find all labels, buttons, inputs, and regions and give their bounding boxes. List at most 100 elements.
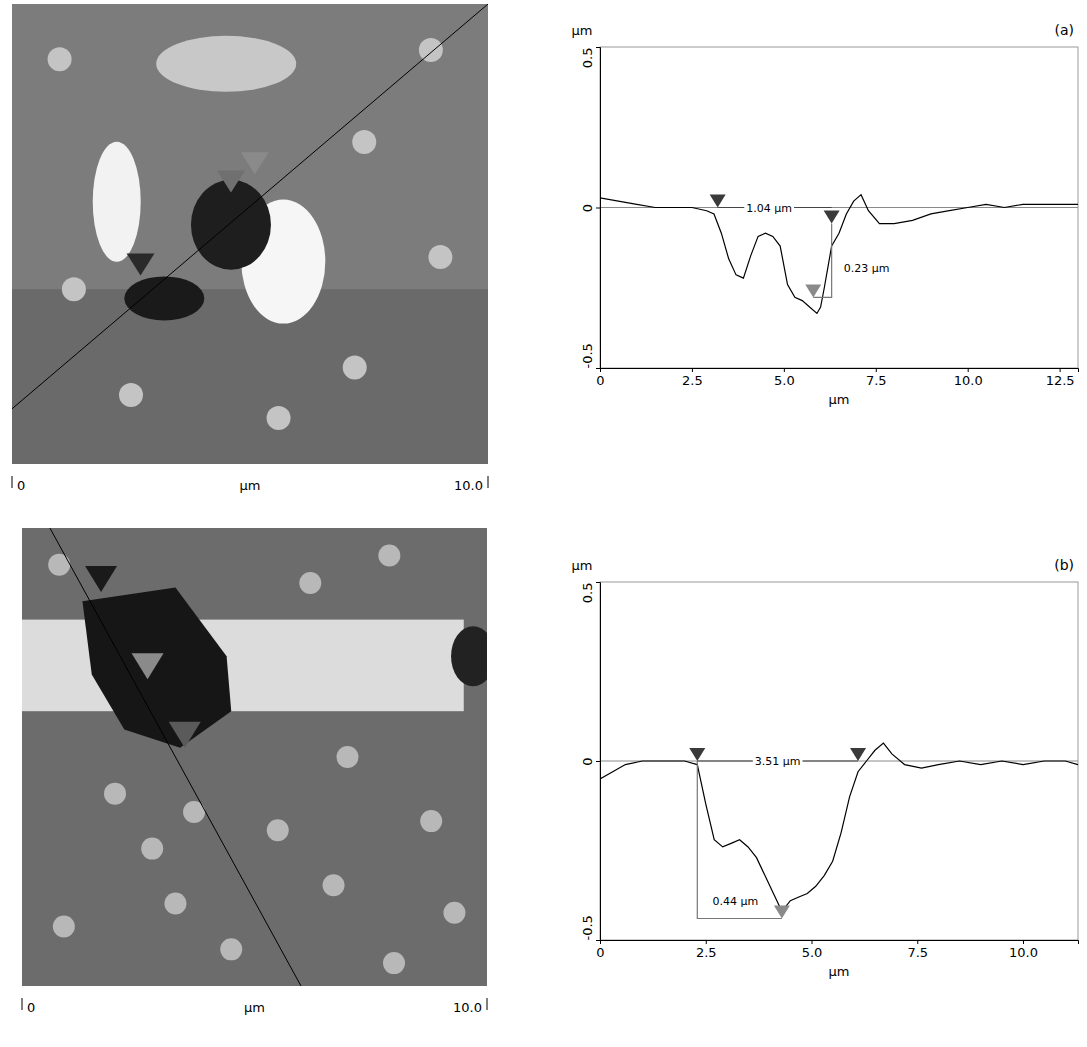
tick-label: -0.5 <box>580 343 595 368</box>
image-feature <box>343 355 367 379</box>
tick: 7.5 <box>907 940 928 960</box>
image-feature <box>267 819 289 841</box>
tick-label: 0.5 <box>580 48 595 69</box>
measure-line <box>697 761 782 919</box>
tick-label: 0 <box>596 373 604 388</box>
tick-label: 2.5 <box>696 945 717 960</box>
image-feature <box>378 544 400 566</box>
measure-label: 0.23 µm <box>844 262 890 275</box>
measure-label: 0.44 µm <box>713 895 759 908</box>
tick-label: 10.0 <box>454 478 483 493</box>
afm-image-panel: 0 10.0 µm <box>22 528 495 1015</box>
plot-area <box>600 195 1078 314</box>
image-feature <box>383 952 405 974</box>
tick-label: 0.5 <box>580 583 595 604</box>
image-ground <box>12 4 488 464</box>
tick-mark <box>596 582 600 583</box>
tick-label: -0.5 <box>580 915 595 940</box>
y-axis-line <box>596 48 601 369</box>
tick: 7.5 <box>866 368 887 388</box>
axis-title: µm <box>829 964 850 979</box>
image-feature <box>419 38 443 62</box>
tick-label: 5.0 <box>802 945 823 960</box>
tick: 10.0 <box>1009 940 1038 960</box>
x-axis: 0 2.5 5.0 7.5 10.0 <box>596 940 1078 960</box>
tick-label: 5.0 <box>774 373 795 388</box>
tick-label: 12.5 <box>1046 373 1075 388</box>
image-shade <box>12 289 488 464</box>
panel-title: (b) <box>1054 557 1074 573</box>
afm-image <box>12 4 488 464</box>
image-feature <box>48 47 72 71</box>
image-feature <box>53 915 75 937</box>
tick-label: 10.0 <box>453 1000 482 1015</box>
measure-label: 3.51 µm <box>755 755 801 768</box>
image-feature <box>323 874 345 896</box>
image-feature <box>451 626 487 686</box>
tick-mark <box>876 368 877 372</box>
image-feature <box>337 746 359 768</box>
tick: 0 <box>596 940 604 960</box>
x-axis: 02.55.07.510.012.5 <box>596 368 1078 388</box>
section-cursor <box>127 253 155 275</box>
afm-image <box>22 528 487 986</box>
tick-label: 10.0 <box>1009 945 1038 960</box>
image-feature <box>93 142 141 262</box>
image-feature <box>164 893 186 915</box>
figure: 010.0µm02.55.07.510.012.5-0.500.5µmµm(a)… <box>0 0 1087 1047</box>
annotation: 0.23 µm <box>842 261 892 276</box>
section-line <box>50 528 301 986</box>
x-axis-line <box>601 369 1079 373</box>
panel-title: (a) <box>1054 22 1074 38</box>
tick-mark <box>596 940 600 941</box>
tick: 0.5 <box>580 583 600 604</box>
afm-image-panel: 010.0µm <box>12 4 488 493</box>
axis-title: µm <box>572 23 593 38</box>
y-axis: -0.5 0 0.5 <box>580 583 601 941</box>
tick <box>487 998 488 1010</box>
tick-label: 0 <box>580 757 595 765</box>
section-line <box>12 4 488 409</box>
profile-line <box>600 743 1078 911</box>
axis-title: µm <box>244 1000 265 1015</box>
tick-mark <box>1060 368 1061 372</box>
tick-mark <box>917 940 918 944</box>
tick-mark <box>596 368 600 369</box>
profile-line <box>600 195 1078 314</box>
tick: 2.5 <box>682 368 703 388</box>
tick-label: 0 <box>596 945 604 960</box>
axis-title: µm <box>240 478 261 493</box>
tick-mark <box>784 368 785 372</box>
image-feature <box>191 180 271 270</box>
axis-title: µm <box>829 392 850 407</box>
label-patch <box>711 894 761 909</box>
tick-label: 0 <box>27 1000 35 1015</box>
tick: -0.5 <box>580 343 600 368</box>
label-patch <box>842 261 892 276</box>
image-feature <box>141 838 163 860</box>
cursor-marker <box>850 748 866 761</box>
image-feature <box>156 36 296 92</box>
tick-label: 7.5 <box>866 373 887 388</box>
image-ground <box>22 528 487 986</box>
tick: 0 <box>580 204 600 212</box>
section-cursor <box>132 653 164 679</box>
cursor-marker <box>805 284 821 297</box>
plot-frame <box>600 582 1078 940</box>
cursor-marker <box>689 748 705 761</box>
tick: 5.0 <box>774 368 795 388</box>
tick: 5.0 <box>802 940 823 960</box>
tick-mark <box>596 47 600 48</box>
profile-panel: 02.55.07.510.0-0.500.5µmµm(b)3.51 µm0.44… <box>572 557 1079 979</box>
tick: 0 <box>596 368 604 388</box>
tick: 2.5 <box>696 940 717 960</box>
tick-mark <box>596 208 600 209</box>
image-feature <box>104 783 126 805</box>
y-axis: -0.5 0 0.5 <box>580 48 601 369</box>
tick-mark <box>968 368 969 372</box>
tick-label: 0 <box>580 204 595 212</box>
tick-mark <box>692 368 693 372</box>
tick-mark <box>706 940 707 944</box>
section-cursor <box>217 171 245 193</box>
image-feature <box>267 406 291 430</box>
